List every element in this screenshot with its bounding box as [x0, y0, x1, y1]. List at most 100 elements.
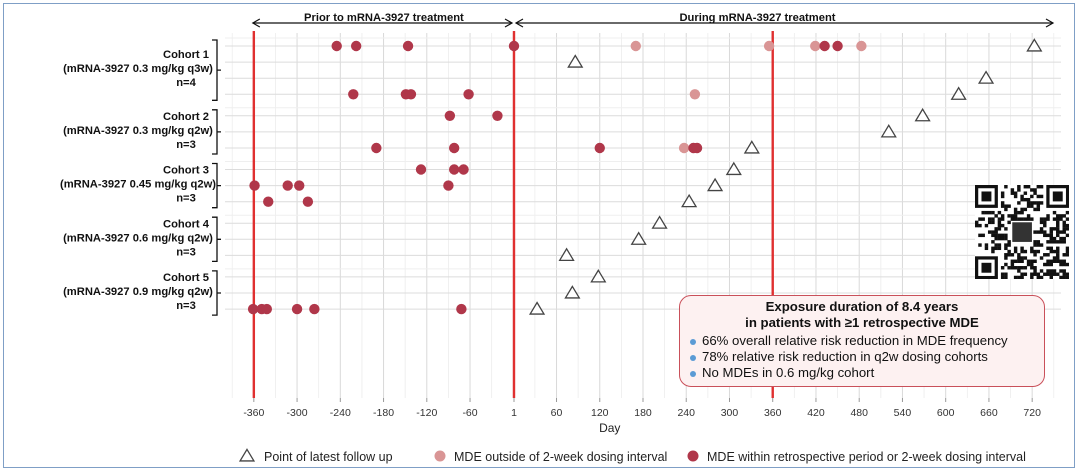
qr-module — [1030, 266, 1034, 270]
qr-code-icon[interactable] — [975, 185, 1070, 280]
x-tick-label: 600 — [936, 407, 954, 419]
qr-module — [1056, 233, 1060, 238]
mde-within-marker — [293, 179, 304, 191]
qr-finder-inner — [1052, 191, 1063, 202]
bullet-dot-icon — [690, 354, 696, 361]
qr-module — [1059, 236, 1063, 241]
qr-module — [1017, 253, 1021, 257]
qr-module — [984, 243, 989, 247]
qr-module — [1039, 217, 1044, 221]
qr-module — [1017, 256, 1021, 260]
follow-up-marker — [589, 268, 606, 282]
qr-module — [1013, 246, 1018, 251]
qr-module — [1052, 210, 1057, 215]
cohort-brace — [211, 38, 221, 101]
qr-module — [1049, 262, 1053, 267]
x-tick-label: 360 — [763, 407, 781, 419]
mde-within-marker — [818, 40, 830, 51]
cohort-n: n=3 — [176, 246, 196, 258]
qr-module — [1000, 217, 1005, 221]
qr-module — [1046, 262, 1050, 267]
qr-module — [1062, 227, 1066, 231]
qr-module — [1046, 246, 1050, 251]
qr-module — [1000, 275, 1005, 280]
qr-module — [991, 249, 995, 254]
qr-module — [1030, 275, 1034, 280]
qr-module — [1033, 188, 1037, 192]
qr-module — [1000, 204, 1005, 208]
legend-follow-up-icon — [238, 447, 255, 462]
qr-module — [1056, 253, 1060, 257]
cohort-n: n=4 — [176, 77, 196, 89]
qr-module — [1043, 217, 1047, 221]
qr-module — [1030, 262, 1034, 267]
mde-within-marker — [282, 179, 293, 191]
qr-module — [987, 217, 992, 221]
qr-module — [1023, 266, 1028, 270]
cohort-n: n=3 — [176, 138, 196, 150]
mde-outside-marker — [630, 40, 641, 51]
qr-module — [1023, 185, 1028, 189]
qr-module — [1065, 227, 1070, 231]
qr-module — [1023, 256, 1028, 260]
qr-module — [1046, 214, 1050, 218]
legend-mde-outside-icon — [434, 450, 445, 461]
x-tick-label: 540 — [893, 407, 911, 419]
qr-module — [981, 217, 985, 221]
qr-module — [1010, 191, 1015, 195]
qr-module — [1007, 266, 1011, 270]
qr-module — [1065, 246, 1070, 251]
qr-module — [1007, 249, 1011, 254]
x-tick-label: 240 — [677, 407, 695, 419]
qr-module — [1043, 230, 1047, 234]
qr-module — [1023, 217, 1028, 221]
qr-module — [1056, 230, 1060, 234]
qr-module — [1010, 217, 1015, 221]
qr-module — [978, 223, 982, 228]
qr-module — [1059, 240, 1063, 244]
follow-up-marker — [566, 53, 583, 68]
qr-module — [1000, 191, 1005, 195]
mde-within-marker — [448, 163, 459, 175]
mde-within-marker — [402, 40, 413, 51]
prior-period-label: Prior to mRNA-3927 treatment — [304, 12, 464, 24]
qr-module — [1036, 207, 1041, 212]
qr-module — [997, 217, 1002, 221]
qr-module — [1020, 256, 1024, 260]
qr-module — [991, 240, 995, 244]
qr-module — [978, 217, 982, 221]
qr-module — [1036, 194, 1041, 199]
qr-module — [1059, 275, 1063, 280]
qr-module — [1056, 227, 1060, 231]
qr-module — [994, 230, 998, 234]
qr-module — [1065, 272, 1070, 276]
cohort-brace — [211, 269, 221, 316]
mde-within-marker — [457, 163, 469, 175]
qr-module — [1052, 249, 1057, 254]
follow-up-marker — [880, 123, 897, 137]
qr-module — [1007, 220, 1011, 225]
qr-module — [1046, 272, 1050, 276]
x-tick-label: 60 — [550, 407, 562, 419]
qr-module — [1000, 236, 1005, 241]
qr-module — [1043, 272, 1047, 276]
follow-up-marker — [630, 230, 647, 245]
qr-module — [991, 217, 995, 221]
x-tick-label: -60 — [462, 407, 477, 419]
qr-module — [1043, 233, 1047, 238]
qr-module — [1020, 217, 1024, 221]
qr-module — [991, 233, 995, 238]
x-tick-label: 300 — [720, 407, 738, 419]
cohort-brace — [211, 162, 221, 208]
qr-module — [1030, 204, 1034, 208]
prior-period-bracket-left-arrowhead — [251, 17, 260, 28]
qr-module — [997, 210, 1002, 215]
qr-module — [975, 223, 979, 228]
qr-module — [1030, 246, 1034, 251]
qr-module — [1004, 236, 1008, 241]
qr-module — [1030, 249, 1034, 254]
qr-module — [1039, 230, 1044, 234]
qr-module — [1004, 227, 1008, 231]
qr-module — [1026, 204, 1031, 208]
qr-module — [1049, 269, 1053, 273]
